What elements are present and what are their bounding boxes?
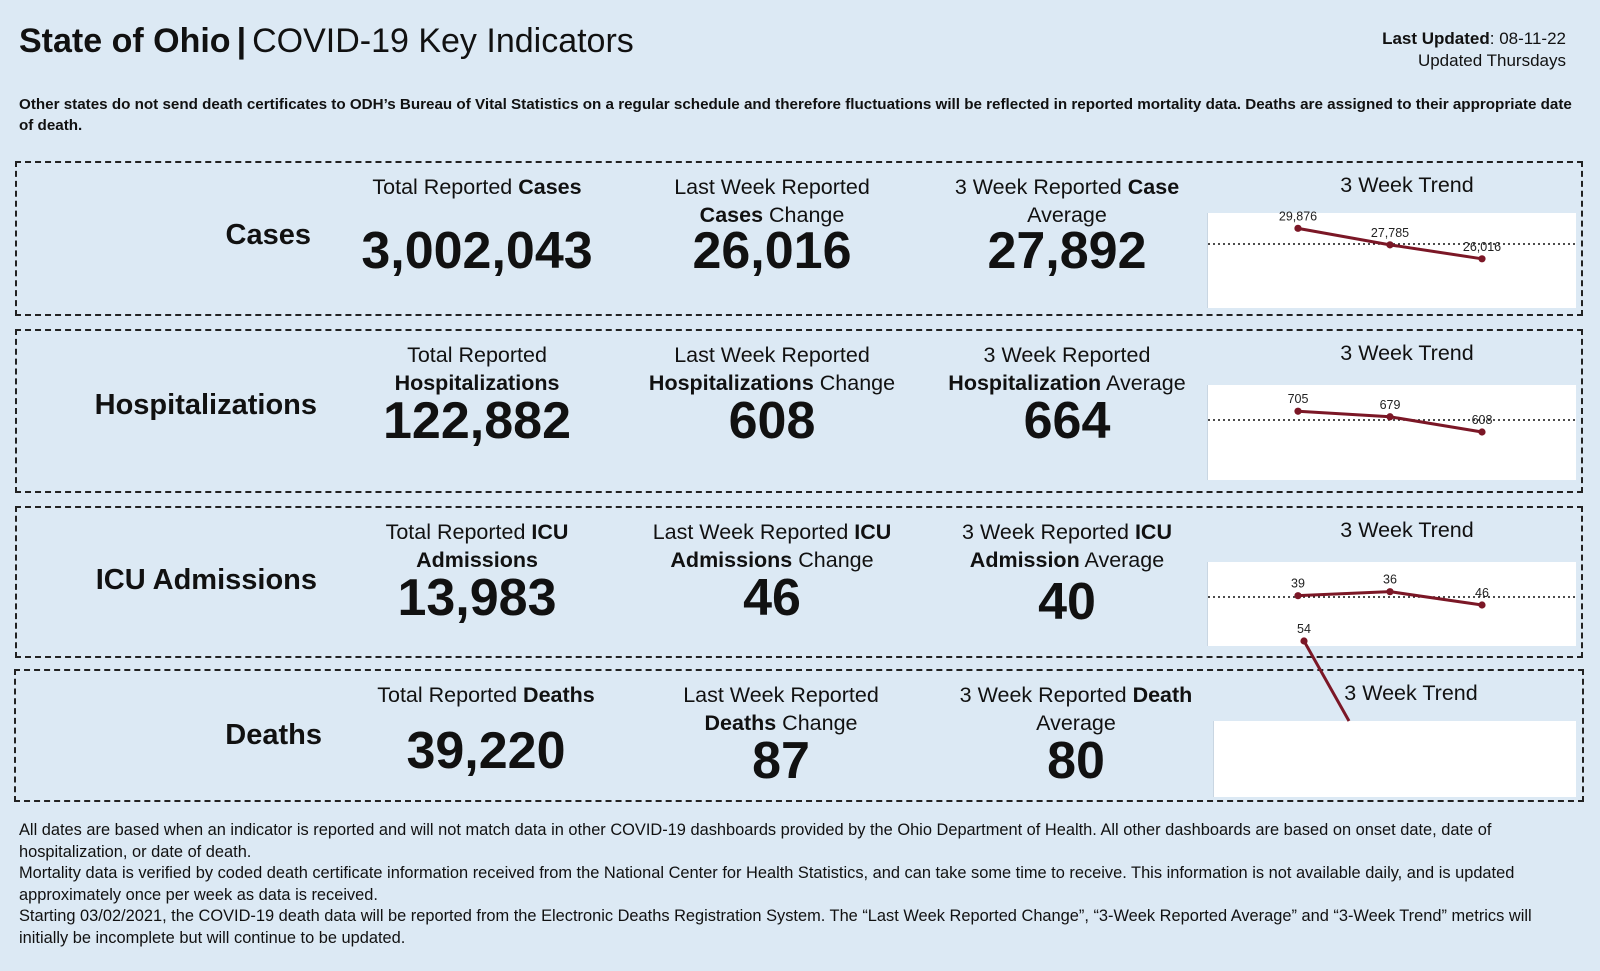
- total-hospitalizations-metric: Total Reported Hospitalizations 122,882: [332, 341, 622, 451]
- cases-panel: Cases Total Reported Cases 3,002,043 Las…: [15, 161, 1583, 316]
- last-updated-label: Last Updated: [1382, 29, 1490, 48]
- trend-point: [1386, 413, 1394, 421]
- deaths-panel: Deaths Total Reported Deaths 39,220 Last…: [14, 622, 1584, 802]
- metric-label: 3 Week Reported Case Average: [954, 175, 1180, 227]
- trend-point: [1478, 428, 1486, 436]
- trend-title: 3 Week Trend: [1340, 173, 1474, 197]
- hospitalizations-trend-chart: 705 679 608: [1207, 385, 1576, 480]
- trend-point: [1300, 637, 1308, 645]
- hospitalizations-average-metric: 3 Week Reported Hospitalization Average …: [912, 341, 1222, 451]
- dashboard-title: COVID-19 Key Indicators: [252, 22, 634, 60]
- update-schedule: Updated Thursdays: [1417, 51, 1566, 70]
- footer-note: All dates are based when an indicator is…: [19, 821, 1492, 861]
- total-deaths-metric: Total Reported Deaths 39,220: [341, 681, 631, 781]
- cases-trend-chart: 29,876 27,785 26,016: [1207, 209, 1576, 308]
- trend-point: [1294, 407, 1302, 415]
- trend-title: 3 Week Trend: [1340, 341, 1474, 365]
- metric-label: Last Week Reported Deaths Change: [683, 683, 879, 735]
- metric-label: Last Week Reported ICU Admissions Change: [652, 520, 892, 572]
- metric-value: 26,016: [692, 222, 852, 280]
- footer-notes: All dates are based when an indicator is…: [19, 820, 1584, 950]
- trend-point-label: 54: [1297, 622, 1311, 636]
- metric-label: 3 Week Reported Hospitalization Average: [948, 343, 1186, 395]
- row-label-icu: ICU Admissions: [95, 564, 317, 596]
- icu-admissions-panel: ICU Admissions Total Reported ICU Admiss…: [15, 506, 1583, 658]
- trend-point-label: 27,785: [1371, 226, 1409, 240]
- metric-value: 39,220: [406, 722, 566, 780]
- metric-value: 122,882: [383, 392, 571, 450]
- metric-label: Last Week Reported Hospitalizations Chan…: [648, 343, 896, 395]
- trend-line: [1302, 640, 1351, 722]
- trend-point: [1386, 588, 1394, 596]
- page-title: State of Ohio | COVID-19 Key Indicators: [19, 20, 634, 62]
- trend-title: 3 Week Trend: [1340, 518, 1474, 542]
- mortality-notice: Other states do not send death certifica…: [19, 96, 1572, 134]
- metric-value: 608: [728, 392, 816, 450]
- hospitalizations-panel: Hospitalizations Total Reported Hospital…: [15, 329, 1583, 493]
- metric-value: 40: [1038, 573, 1096, 631]
- trend-point-label: 39: [1291, 577, 1305, 591]
- state-name: State of Ohio: [19, 22, 231, 60]
- trend-point: [1294, 224, 1302, 232]
- metric-label: 3 Week Reported Death Average: [959, 683, 1193, 735]
- metric-label: Total Reported Hospitalizations: [394, 343, 560, 395]
- row-label-hospitalizations: Hospitalizations: [94, 389, 317, 421]
- deaths-change-metric: Last Week Reported Deaths Change 87: [626, 681, 936, 791]
- trend-point-label: 29,876: [1279, 209, 1317, 223]
- footer-note: Mortality data is verified by coded deat…: [19, 864, 1515, 904]
- last-updated: Last Updated: 08-11-22 Updated Thursdays: [1382, 28, 1566, 72]
- metric-value: 80: [1047, 732, 1105, 790]
- trend-title: 3 Week Trend: [1344, 681, 1478, 705]
- trend-point: [1478, 601, 1486, 609]
- deaths-trend-chart: 54: [1213, 622, 1576, 797]
- title-separator: |: [236, 22, 247, 60]
- metric-label: Last Week Reported Cases Change: [674, 175, 870, 227]
- trend-point-label: 46: [1475, 586, 1489, 600]
- metric-value: 664: [1023, 392, 1111, 450]
- cases-change-metric: Last Week Reported Cases Change 26,016: [627, 173, 917, 281]
- trend-point-label: 36: [1383, 573, 1397, 587]
- metric-label: Total Reported Cases: [372, 175, 582, 199]
- total-cases-metric: Total Reported Cases 3,002,043: [332, 173, 622, 281]
- trend-point: [1386, 241, 1394, 249]
- metric-value: 27,892: [987, 222, 1147, 280]
- trend-point-label: 26,016: [1463, 240, 1501, 254]
- metric-value: 13,983: [397, 569, 557, 627]
- trend-point-label: 679: [1380, 398, 1401, 412]
- metric-label: Total Reported ICU Admissions: [385, 520, 569, 572]
- row-label-cases: Cases: [225, 219, 311, 251]
- deaths-average-metric: 3 Week Reported Death Average 80: [921, 681, 1231, 791]
- trend-point-label: 705: [1288, 392, 1309, 406]
- hospitalizations-change-metric: Last Week Reported Hospitalizations Chan…: [617, 341, 927, 451]
- trend-point: [1478, 255, 1486, 263]
- metric-value: 3,002,043: [361, 222, 593, 280]
- metric-label: Total Reported Deaths: [377, 683, 595, 707]
- cases-average-metric: 3 Week Reported Case Average 27,892: [922, 173, 1212, 281]
- trend-point-label: 608: [1472, 413, 1493, 427]
- metric-label: 3 Week Reported ICU Admission Average: [962, 520, 1172, 572]
- metric-value: 46: [743, 569, 801, 627]
- last-updated-value: : 08-11-22: [1489, 29, 1566, 48]
- icu-change-metric: Last Week Reported ICU Admissions Change…: [617, 518, 927, 628]
- trend-point: [1294, 592, 1302, 600]
- footer-note: Starting 03/02/2021, the COVID-19 death …: [19, 907, 1532, 947]
- icu-trend-chart: 39 36 46: [1207, 562, 1576, 646]
- row-label-deaths: Deaths: [225, 719, 322, 751]
- metric-value: 87: [752, 732, 810, 790]
- icu-average-metric: 3 Week Reported ICU Admission Average 40: [912, 518, 1222, 632]
- total-icu-metric: Total Reported ICU Admissions 13,983: [332, 518, 622, 628]
